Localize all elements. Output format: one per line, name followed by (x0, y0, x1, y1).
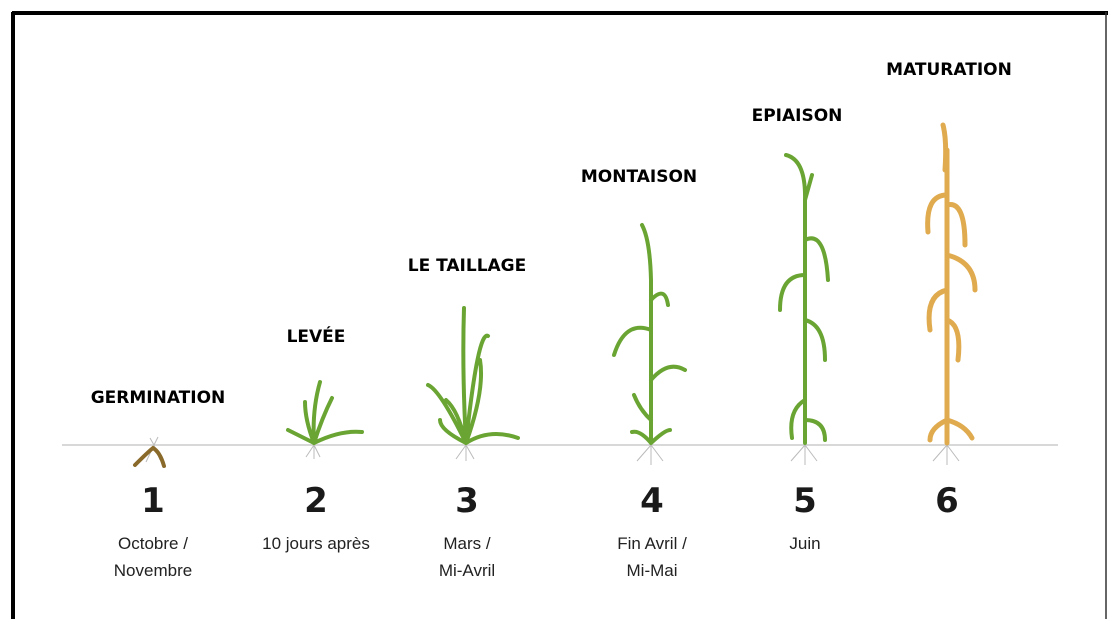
stage-title: MONTAISON (581, 167, 697, 187)
stage-period: 10 jours après (262, 534, 370, 553)
stage-number: 5 (793, 481, 817, 521)
stage-period: Mars / (443, 534, 491, 553)
stage-title: LEVÉE (287, 325, 346, 347)
stage-period: Juin (789, 534, 820, 553)
stage-number: 4 (640, 481, 664, 521)
stage-period: Mi-Avril (439, 561, 495, 580)
stage-period: Mi-Mai (627, 561, 678, 580)
stage-title: GERMINATION (91, 388, 226, 408)
stage-period: Fin Avril / (617, 534, 687, 553)
plants (133, 122, 978, 468)
stage-number: 2 (304, 481, 328, 521)
stages: GERMINATION 1 Octobre / Novembre LEVÉE 2 10 jo… (91, 60, 1012, 580)
stage-period: Novembre (114, 561, 192, 580)
stage-title: EPIAISON (752, 106, 843, 126)
stage-title: MATURATION (886, 60, 1012, 80)
stage-number: 6 (935, 481, 959, 521)
stage-number: 3 (455, 481, 479, 521)
stage-period: Octobre / (118, 534, 188, 553)
stage-number: 1 (141, 481, 165, 521)
stage-title: LE TAILLAGE (408, 256, 527, 276)
